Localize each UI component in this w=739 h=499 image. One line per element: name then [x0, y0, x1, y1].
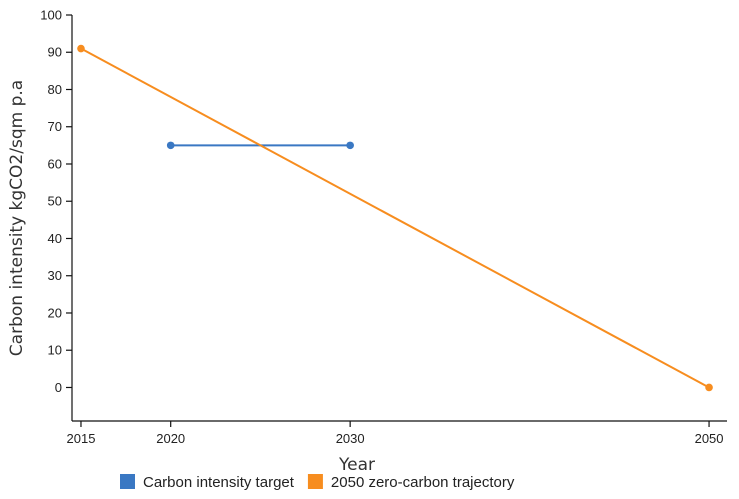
y-tick-label: 20 — [48, 305, 62, 320]
legend-swatch-1 — [120, 474, 135, 489]
series-1-point — [166, 141, 175, 150]
x-axis-ticks: 2015 2020 2030 2050 — [67, 421, 724, 446]
x-tick-label: 2015 — [67, 431, 96, 446]
series-2-point — [77, 44, 85, 53]
legend-label-1: Carbon intensity target — [143, 474, 295, 491]
y-tick-label: 70 — [48, 119, 62, 134]
legend-swatch-2 — [307, 474, 323, 489]
y-tick-label: 80 — [48, 82, 62, 97]
series-2-point — [705, 383, 713, 392]
x-tick-label: 2030 — [336, 431, 365, 446]
legend: Carbon intensity target 2050 zero-carbon … — [120, 474, 515, 491]
y-tick-label: 90 — [48, 45, 62, 60]
series-line-2 — [80, 47, 710, 389]
y-tick-label: 60 — [48, 156, 62, 171]
y-tick-label: 100 — [40, 8, 62, 23]
y-tick-label: 40 — [48, 231, 62, 246]
y-tick-label: 50 — [48, 194, 62, 209]
series-1-point — [346, 141, 354, 150]
y-tick-label: 0 — [55, 380, 62, 395]
x-tick-label: 2050 — [695, 431, 724, 446]
y-axis-title: Carbon intensity kgCO2/sqm p.a — [7, 80, 27, 356]
y-tick-label: 10 — [48, 343, 62, 358]
series-layer — [77, 44, 713, 392]
legend-label-2: 2050 zero-carbon trajectory — [331, 474, 515, 491]
y-axis-ticks: 0 10 20 30 40 50 60 70 80 90 100 — [40, 8, 72, 395]
y-tick-label: 30 — [48, 268, 62, 283]
x-tick-label: 2020 — [156, 431, 185, 446]
x-axis-title: Year — [338, 455, 375, 475]
